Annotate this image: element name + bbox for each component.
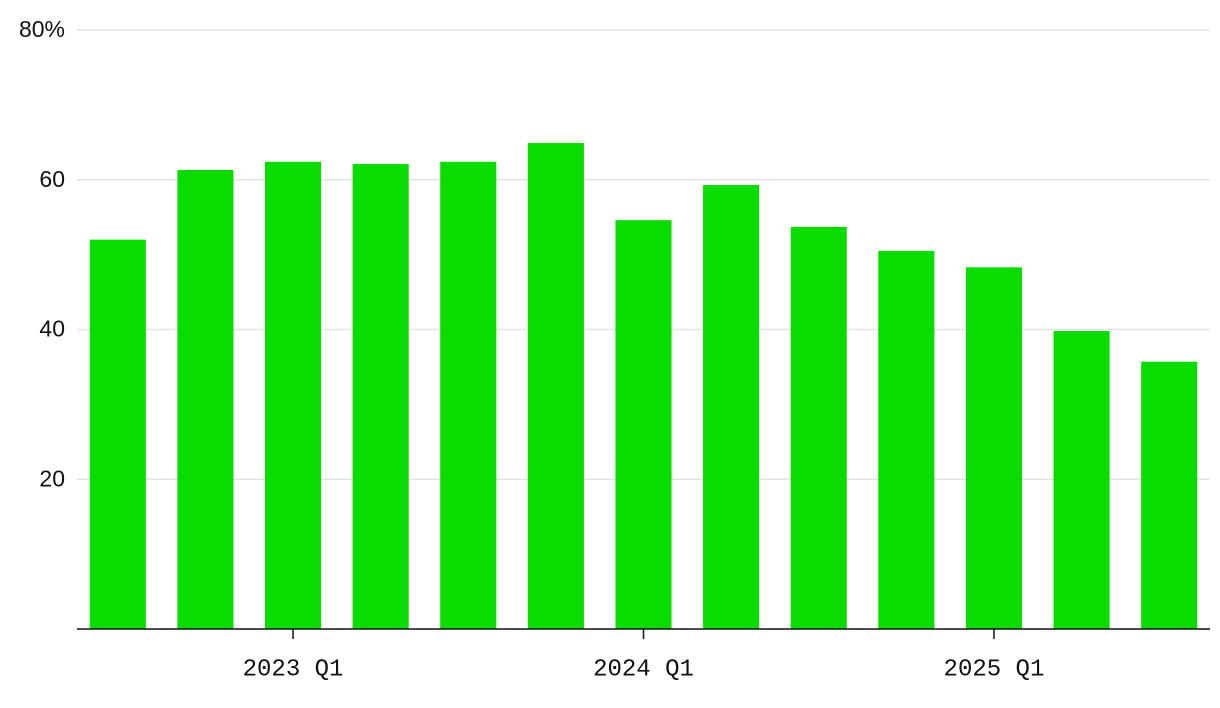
bar	[177, 170, 234, 630]
y-tick-label: 60	[39, 166, 65, 192]
bar	[89, 239, 146, 629]
x-tick-label: 2023 Q1	[243, 656, 344, 683]
bar	[265, 161, 322, 629]
bar	[527, 143, 584, 629]
bar	[878, 250, 935, 629]
bar	[352, 164, 409, 629]
bar	[965, 267, 1022, 629]
x-tick-label: 2024 Q1	[593, 656, 694, 683]
x-tick-label: 2025 Q1	[944, 656, 1045, 683]
bar	[440, 161, 497, 629]
y-tick-label: 80%	[19, 16, 65, 42]
bar	[703, 184, 760, 629]
y-tick-label: 40	[39, 316, 65, 342]
y-tick-label: 20	[39, 465, 65, 491]
bar	[1053, 330, 1110, 629]
bar	[615, 220, 672, 629]
bar	[1141, 361, 1198, 629]
bar	[790, 226, 847, 629]
